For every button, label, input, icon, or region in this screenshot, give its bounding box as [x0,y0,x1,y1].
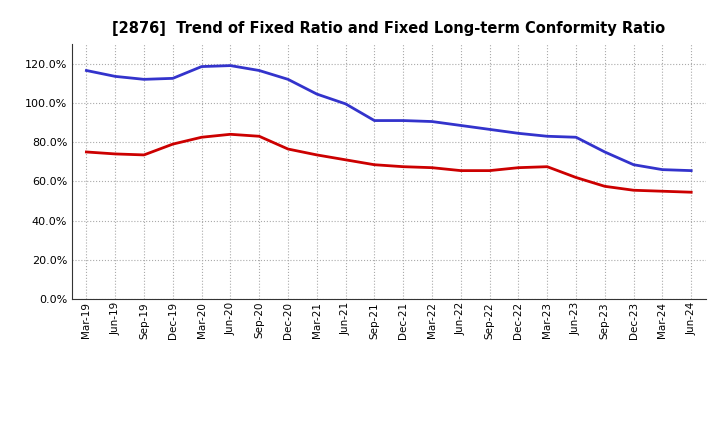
Fixed Long-term Conformity Ratio [572,175,580,180]
Fixed Ratio [456,123,465,128]
Fixed Ratio [687,168,696,173]
Fixed Long-term Conformity Ratio [456,168,465,173]
Fixed Ratio [370,118,379,123]
Fixed Ratio [168,76,177,81]
Fixed Long-term Conformity Ratio [428,165,436,170]
Fixed Ratio [514,131,523,136]
Fixed Ratio [572,135,580,140]
Line: Fixed Ratio: Fixed Ratio [86,66,691,171]
Fixed Ratio [226,63,235,68]
Fixed Long-term Conformity Ratio [168,142,177,147]
Fixed Ratio [341,101,350,106]
Fixed Ratio [197,64,206,69]
Fixed Long-term Conformity Ratio [284,147,292,152]
Fixed Ratio [543,134,552,139]
Title: [2876]  Trend of Fixed Ratio and Fixed Long-term Conformity Ratio: [2876] Trend of Fixed Ratio and Fixed Lo… [112,21,665,36]
Fixed Long-term Conformity Ratio [687,190,696,195]
Fixed Long-term Conformity Ratio [600,183,609,189]
Fixed Ratio [428,119,436,124]
Fixed Long-term Conformity Ratio [658,189,667,194]
Fixed Long-term Conformity Ratio [543,164,552,169]
Fixed Long-term Conformity Ratio [197,135,206,140]
Fixed Long-term Conformity Ratio [485,168,494,173]
Fixed Long-term Conformity Ratio [226,132,235,137]
Fixed Ratio [629,162,638,167]
Fixed Ratio [111,74,120,79]
Fixed Long-term Conformity Ratio [255,134,264,139]
Fixed Ratio [485,127,494,132]
Fixed Long-term Conformity Ratio [341,157,350,162]
Fixed Ratio [255,68,264,73]
Fixed Long-term Conformity Ratio [514,165,523,170]
Fixed Long-term Conformity Ratio [82,149,91,154]
Fixed Long-term Conformity Ratio [629,187,638,193]
Line: Fixed Long-term Conformity Ratio: Fixed Long-term Conformity Ratio [86,134,691,192]
Fixed Ratio [82,68,91,73]
Fixed Long-term Conformity Ratio [111,151,120,157]
Fixed Ratio [140,77,148,82]
Fixed Ratio [600,149,609,154]
Fixed Long-term Conformity Ratio [399,164,408,169]
Fixed Ratio [284,77,292,82]
Legend: Fixed Ratio, Fixed Long-term Conformity Ratio: Fixed Ratio, Fixed Long-term Conformity … [194,438,584,440]
Fixed Ratio [312,92,321,97]
Fixed Ratio [399,118,408,123]
Fixed Long-term Conformity Ratio [370,162,379,167]
Fixed Long-term Conformity Ratio [312,152,321,158]
Fixed Long-term Conformity Ratio [140,152,148,158]
Fixed Ratio [658,167,667,172]
